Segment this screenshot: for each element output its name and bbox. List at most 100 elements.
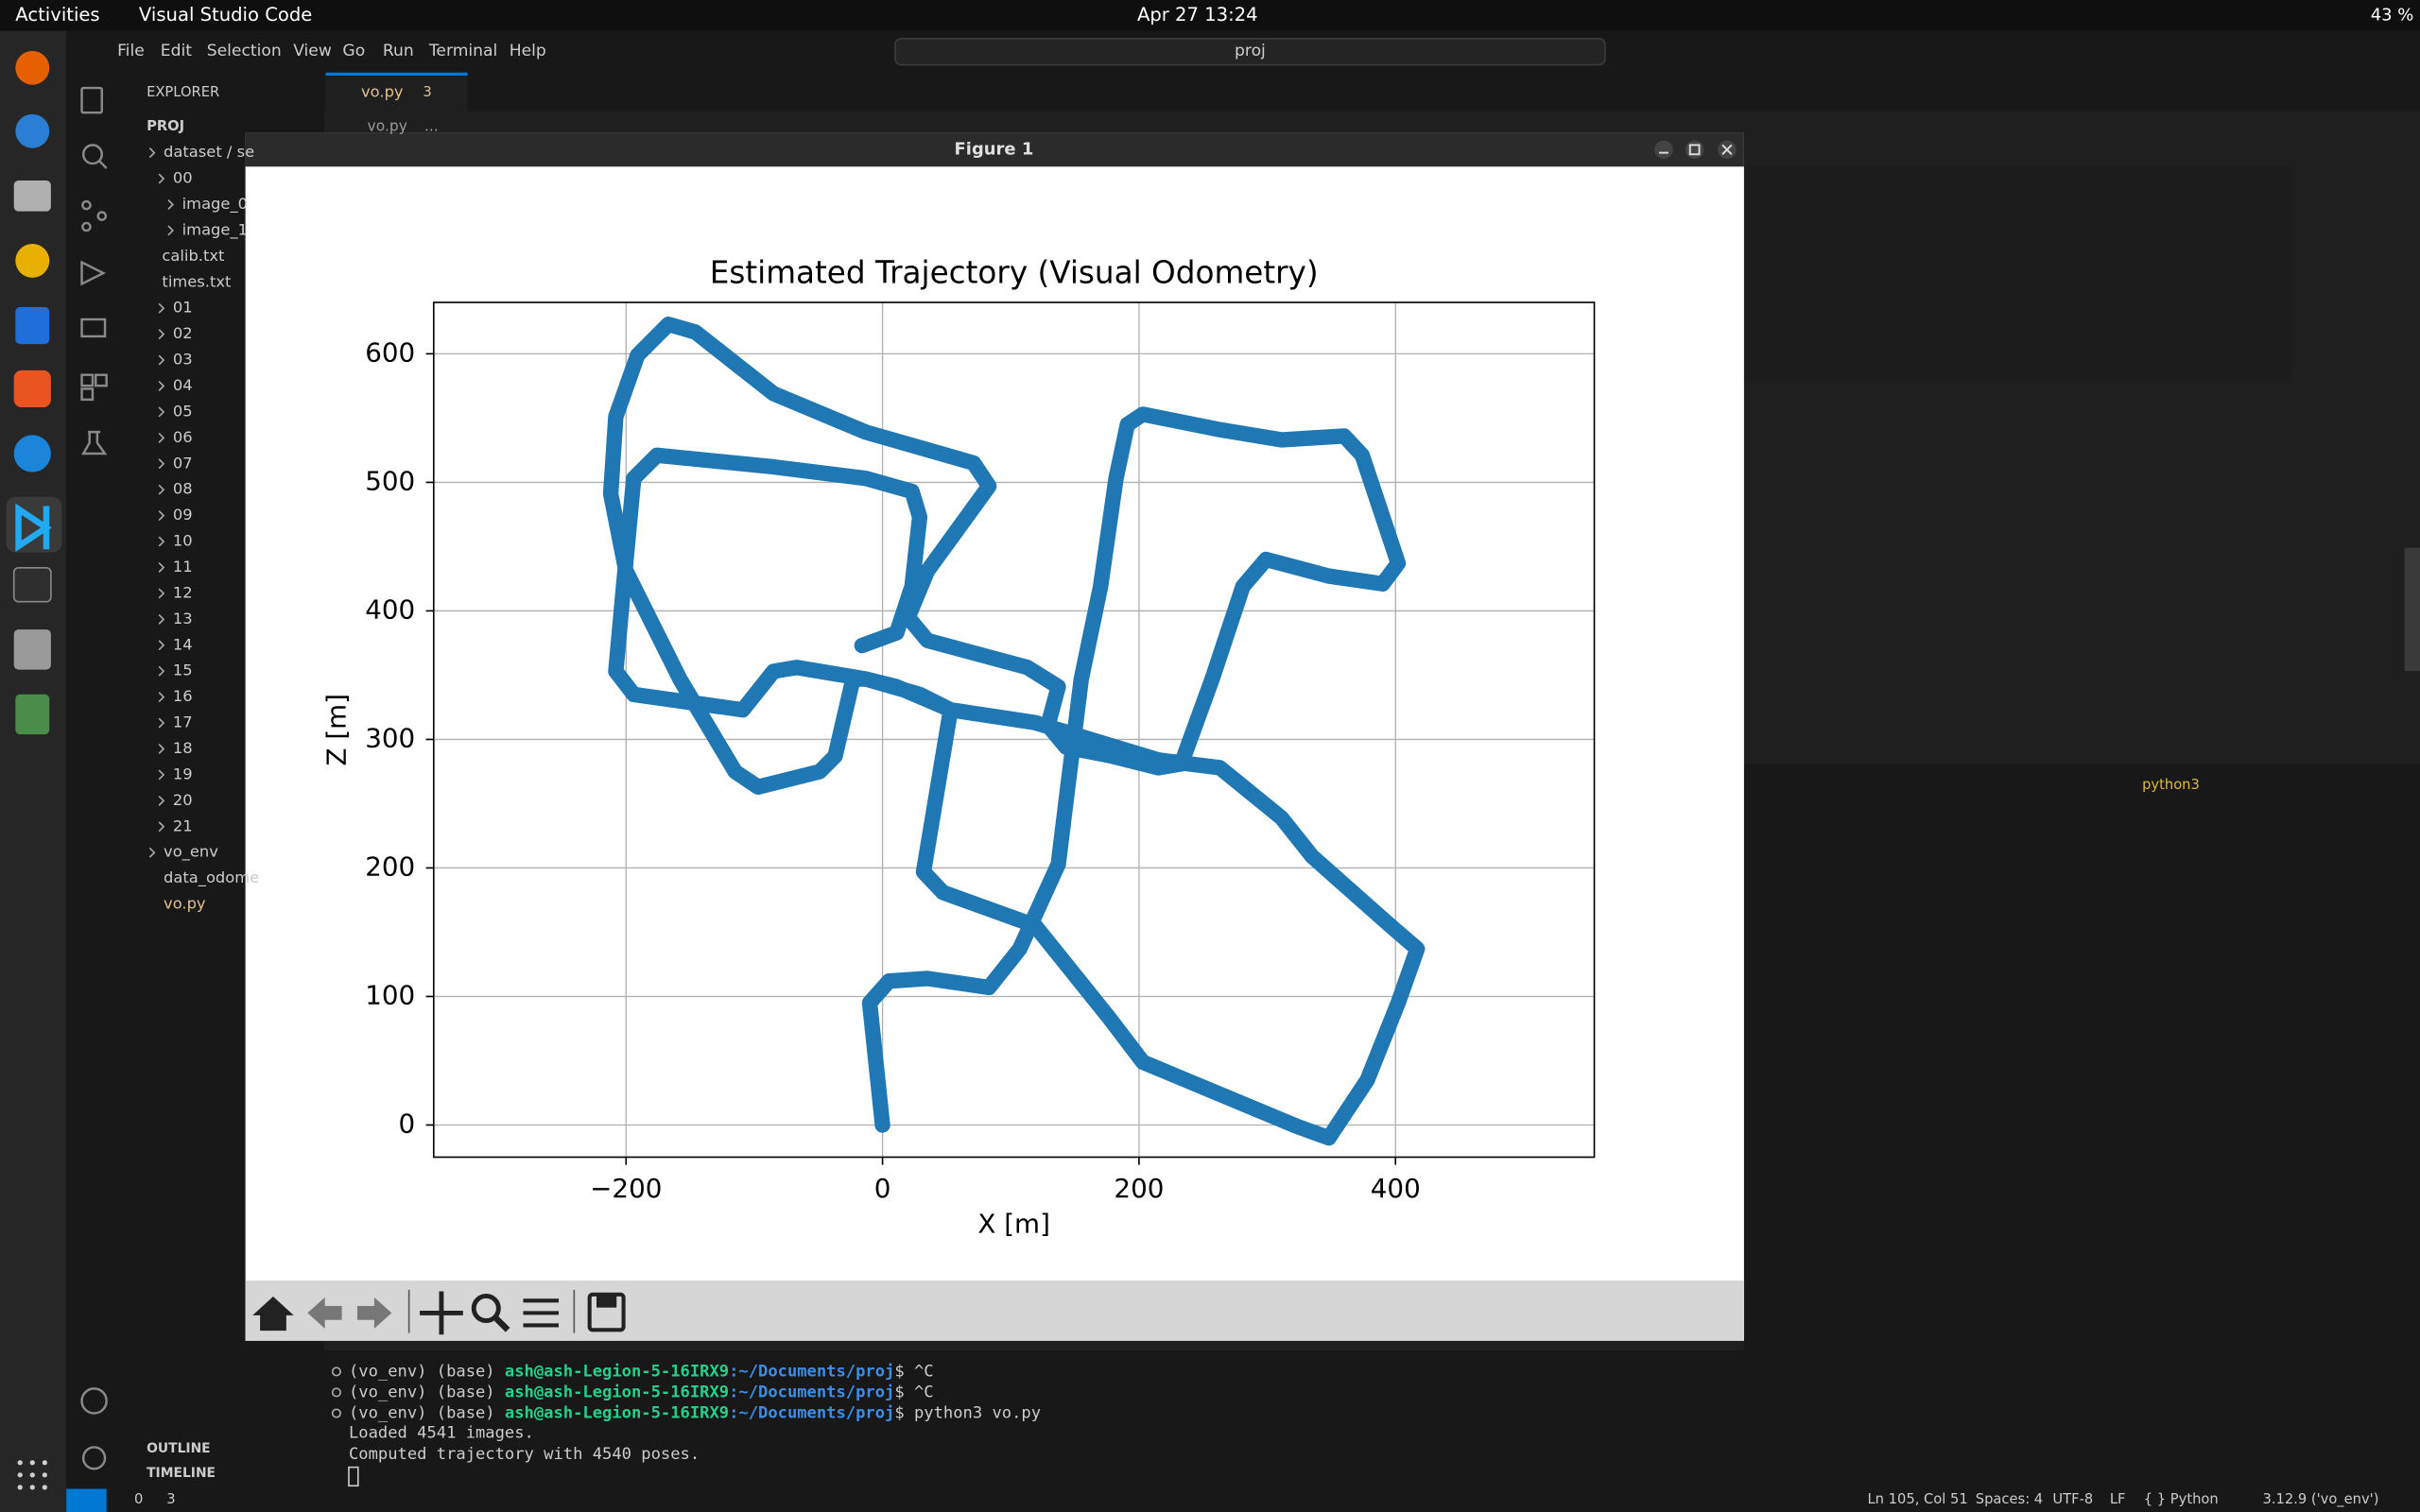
timeline[interactable]: TIMELINE <box>147 1466 216 1481</box>
explorer-root[interactable]: PROJ <box>147 118 184 134</box>
rhythmbox-icon[interactable] <box>15 243 50 278</box>
status-eol[interactable]: LF <box>2110 1491 2126 1507</box>
explorer-item[interactable]: image_0 <box>182 195 248 214</box>
explorer-item[interactable]: 20 <box>173 791 193 809</box>
status-spaces[interactable]: Spaces: 4 <box>1976 1491 2043 1507</box>
menu-item[interactable]: Selection <box>207 42 282 60</box>
explorer-item[interactable]: 01 <box>173 299 193 317</box>
explorer-item[interactable]: data_odome <box>164 868 259 887</box>
chevron <box>158 588 165 599</box>
chevron <box>158 354 165 366</box>
chevron <box>158 640 165 651</box>
trash-icon[interactable] <box>15 694 50 735</box>
status-interpreter[interactable]: 3.12.9 ('vo_env') <box>2262 1491 2378 1507</box>
x-axis-label: X [m] <box>977 1208 1050 1239</box>
menu-item[interactable]: Edit <box>161 42 192 60</box>
prompt-path: :~/Documents/proj <box>729 1404 894 1423</box>
explorer-item[interactable]: 18 <box>173 739 193 757</box>
explorer-item[interactable]: 21 <box>173 816 193 834</box>
explorer-item[interactable]: vo_env <box>164 843 218 862</box>
figure-titlebar <box>245 132 1744 167</box>
figure-window-buttons[interactable] <box>1654 140 1737 160</box>
chevron <box>167 199 175 210</box>
gnome-topbar <box>0 0 2420 31</box>
search-text[interactable]: proj <box>1235 42 1266 60</box>
remote-indicator[interactable] <box>66 1488 107 1512</box>
menu-item[interactable]: Go <box>342 42 365 60</box>
help-icon[interactable] <box>13 435 51 472</box>
appcenter-icon[interactable] <box>13 369 51 408</box>
terminal-icon[interactable] <box>12 567 52 603</box>
explorer-item[interactable]: 00 <box>173 169 193 187</box>
explorer-item[interactable]: 03 <box>173 351 193 369</box>
app-name[interactable]: Visual Studio Code <box>139 4 312 26</box>
explorer-item[interactable]: image_1 <box>182 220 248 239</box>
thunderbird-icon[interactable] <box>15 113 50 148</box>
chevron <box>158 717 165 729</box>
explorer-item[interactable]: calib.txt <box>162 247 224 265</box>
explorer-item[interactable]: 19 <box>173 765 193 782</box>
tab-label[interactable]: vo.py <box>361 82 404 100</box>
battery[interactable]: 43 % <box>2371 5 2414 25</box>
explorer-item[interactable]: 16 <box>173 687 193 705</box>
firefox-icon[interactable] <box>15 50 50 85</box>
terminal-tab[interactable]: python3 <box>2142 777 2200 793</box>
status-encoding[interactable]: UTF-8 <box>2052 1491 2093 1507</box>
chevron <box>158 665 165 677</box>
apps-grid[interactable] <box>17 1460 47 1490</box>
explorer-item[interactable]: 02 <box>173 324 193 342</box>
prompt-dot <box>331 1366 341 1377</box>
terminal-output: Computed trajectory with 4540 poses. <box>349 1445 700 1464</box>
datetime[interactable]: Apr 27 13:24 <box>1137 4 1258 26</box>
tab[interactable] <box>325 72 468 112</box>
explorer-item[interactable]: 13 <box>173 610 193 627</box>
prompt-cmd: $ ^C <box>894 1362 933 1381</box>
x-tick-label: 200 <box>1114 1173 1164 1204</box>
minimap <box>2291 138 2404 370</box>
menu-item[interactable]: Help <box>510 42 546 60</box>
menu-item[interactable]: View <box>293 42 332 60</box>
explorer-item[interactable]: 15 <box>173 662 193 679</box>
tab-badge[interactable]: 3 <box>423 84 431 100</box>
ssd-icon[interactable] <box>13 629 51 670</box>
explorer-item[interactable]: 06 <box>173 428 193 446</box>
chevron <box>158 406 165 418</box>
vscode-icon[interactable] <box>15 503 52 553</box>
breadcrumb-more: ... <box>424 117 439 134</box>
menu-item[interactable]: Terminal <box>428 42 497 60</box>
writer-icon[interactable] <box>15 306 50 345</box>
explorer-item[interactable]: 05 <box>173 402 193 420</box>
explorer-item[interactable]: vo.py <box>164 895 206 913</box>
outline[interactable]: OUTLINE <box>147 1441 211 1456</box>
explorer-item[interactable]: 07 <box>173 454 193 472</box>
explorer-item[interactable]: 12 <box>173 583 193 601</box>
cursor <box>348 1466 359 1487</box>
explorer-item[interactable]: 10 <box>173 532 193 550</box>
figure-window-glyphs <box>1659 144 1733 156</box>
explorer-item[interactable]: 11 <box>173 558 193 576</box>
explorer-item[interactable]: 09 <box>173 506 193 524</box>
chevron <box>158 795 165 806</box>
status-language[interactable]: { } Python <box>2144 1491 2219 1507</box>
activities[interactable]: Activities <box>15 4 99 26</box>
status-position[interactable]: Ln 105, Col 51 <box>1868 1491 1968 1507</box>
explorer-item[interactable]: 04 <box>173 376 193 394</box>
explorer-item[interactable]: dataset / se <box>164 143 254 161</box>
dock-active <box>6 496 62 553</box>
chevron <box>158 692 165 703</box>
menu-item[interactable]: Run <box>383 42 414 60</box>
search-box[interactable] <box>894 38 1606 66</box>
prompt-env: (vo_env) (base) <box>349 1362 495 1381</box>
menu-item[interactable]: File <box>117 42 145 60</box>
explorer-item[interactable]: 17 <box>173 713 193 731</box>
explorer-item[interactable]: 14 <box>173 635 193 653</box>
explorer-item[interactable]: 08 <box>173 480 193 498</box>
prompt-env: (vo_env) (base) <box>349 1383 495 1401</box>
chevron <box>158 562 165 573</box>
status-errors[interactable]: 0 <box>134 1491 143 1507</box>
tab-accent <box>325 72 468 76</box>
explorer-item[interactable]: times.txt <box>162 272 231 290</box>
files-icon[interactable] <box>13 180 51 212</box>
status-warnings[interactable]: 3 <box>166 1491 175 1507</box>
toolbar-icons[interactable] <box>252 1291 626 1335</box>
